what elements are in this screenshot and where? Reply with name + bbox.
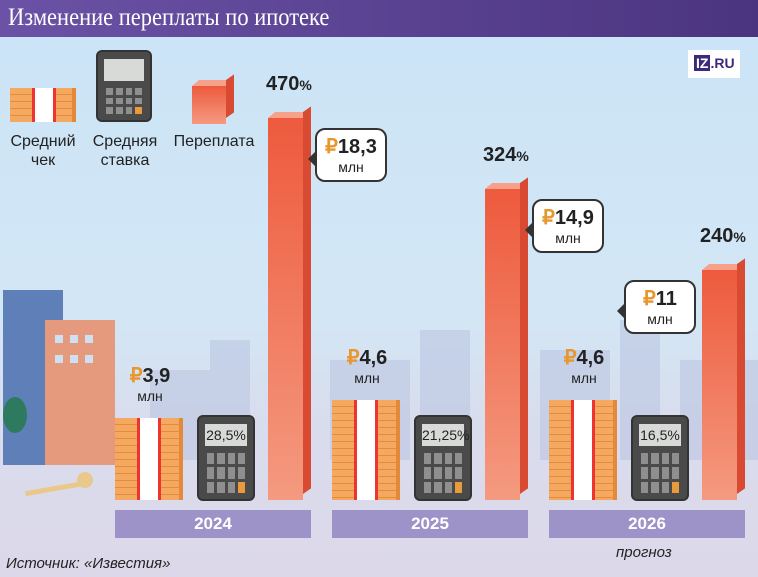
keys-icon: [25, 472, 93, 497]
money-stack-mark: [115, 418, 183, 500]
iz-logo: IZ .RU: [688, 50, 740, 78]
average-check-label: ₽3,9 млн: [129, 365, 171, 404]
year-label: 2024: [115, 510, 311, 538]
rate-value: 28,5%: [205, 424, 247, 446]
year-label: 2025: [332, 510, 528, 538]
overpay-callout: ₽18,3 млн: [308, 127, 387, 182]
overpay-callout: ₽14,9 млн: [525, 198, 604, 253]
overpay-bar: [268, 117, 303, 500]
legend-check-label: Средний чек: [10, 133, 76, 169]
money-stack-mark: [332, 400, 400, 500]
calculator-rate-mark: 28,5%: [197, 415, 255, 501]
calculator-rate-mark: 16,5%: [631, 415, 689, 501]
overpay-percent-label: 324%: [483, 143, 529, 166]
overpay-bar: [702, 270, 737, 500]
overpay-percent-label: 240%: [700, 225, 746, 248]
forecast-note: прогноз: [616, 544, 672, 561]
average-check-label: ₽4,6 млн: [346, 347, 388, 386]
money-stack-mark: [549, 400, 617, 500]
overpay-callout: ₽11 млн: [617, 280, 696, 335]
legend-overpay-icon: [192, 86, 226, 124]
source-note: Источник: «Известия»: [6, 555, 171, 572]
legend-calculator-icon: [96, 50, 152, 122]
buildings-illustration: [3, 290, 115, 465]
legend-overpay-label: Переплата: [173, 133, 255, 150]
overpay-bar: [485, 188, 520, 500]
average-check-label: ₽4,6 млн: [563, 347, 605, 386]
rate-value: 21,25%: [422, 424, 469, 446]
rate-value: 16,5%: [639, 424, 681, 446]
legend-money-icon: [10, 88, 76, 122]
calculator-rate-mark: 21,25%: [414, 415, 472, 501]
year-label: 2026: [549, 510, 745, 538]
overpay-percent-label: 470%: [266, 72, 312, 95]
header-title: Изменение переплаты по ипотеке: [0, 0, 758, 37]
legend-rate-label: Средняя ставка: [92, 133, 158, 169]
